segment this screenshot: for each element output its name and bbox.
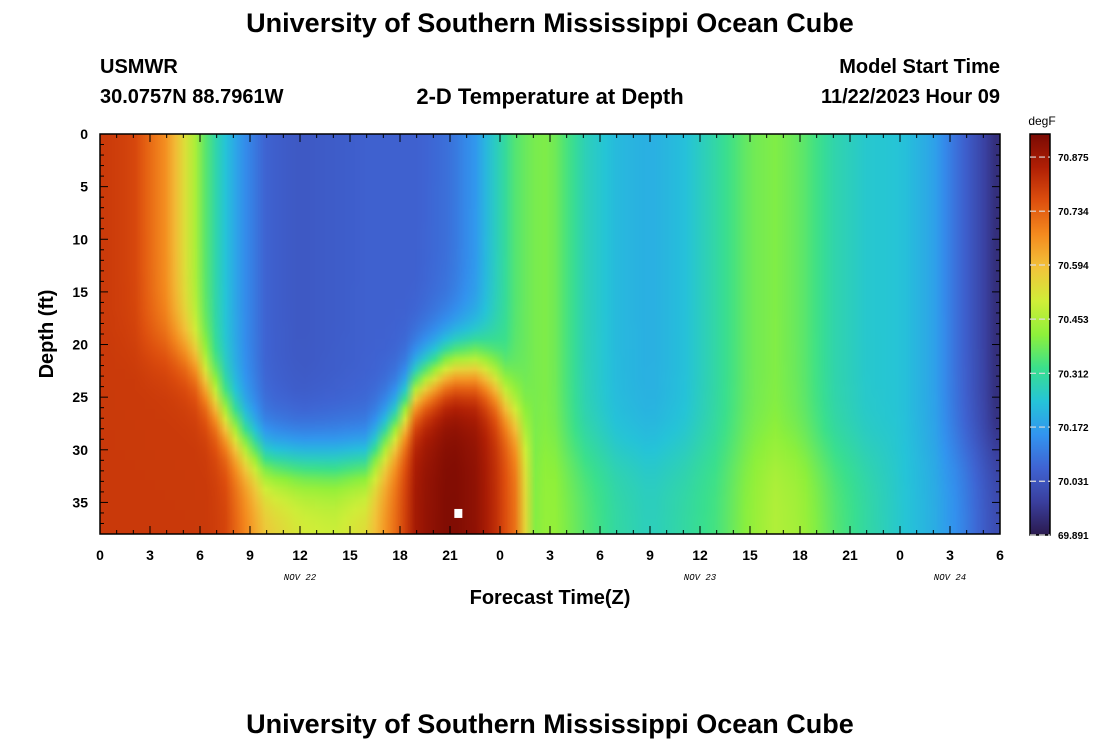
colorbar-unit: degF [1028, 114, 1055, 128]
y-tick-label: 25 [72, 389, 88, 405]
x-tick-label: 15 [742, 547, 758, 563]
station-name: USMWR [100, 56, 178, 78]
station-coordinates: 30.0757N 88.7961W [100, 86, 284, 108]
x-axis: 0 3 6 9 12 15 18 21 0 3 6 9 12 15 18 21 0 3 6 NOV 22 NOV 23 N… [96, 134, 1004, 583]
colorbar-level-label: 70.734 [1058, 207, 1089, 218]
x-axis-title: Forecast Time(Z) [470, 587, 631, 609]
x-tick-label: 9 [646, 547, 654, 563]
y-tick-label: 0 [80, 126, 88, 142]
colorbar-level-label: 70.312 [1058, 369, 1089, 380]
y-axis: 0 5 10 15 20 25 30 35 [72, 126, 1000, 535]
x-tick-label: 0 [496, 547, 504, 563]
page-title: University of Southern Mississippi Ocean… [246, 8, 854, 38]
x-tick-label: 6 [996, 547, 1004, 563]
y-tick-label: 5 [80, 179, 88, 195]
y-tick-label: 35 [72, 494, 88, 510]
footer-title: University of Southern Mississippi Ocean… [246, 709, 854, 739]
x-tick-label: 12 [692, 547, 708, 563]
x-tick-label: 6 [196, 547, 204, 563]
colorbar-level-label: 70.594 [1058, 261, 1089, 272]
x-tick-label: 21 [442, 547, 458, 563]
y-tick-label: 15 [72, 284, 88, 300]
temperature-heatmap [100, 134, 1000, 534]
x-tick-label: 0 [896, 547, 904, 563]
x-tick-label: 3 [946, 547, 954, 563]
y-tick-label: 30 [72, 442, 88, 458]
colorbar-level-label: 70.453 [1058, 315, 1089, 326]
x-tick-label: 0 [96, 547, 104, 563]
model-start-label: Model Start Time [839, 56, 1000, 78]
x-tick-label: 18 [792, 547, 808, 563]
colorbar-levels: 70.875 70.734 70.594 70.453 70.312 70.172 70.0… [1030, 153, 1089, 542]
marker-layer [454, 508, 463, 518]
x-tick-label: 18 [392, 547, 408, 563]
date-label: NOV 23 [684, 573, 717, 583]
x-tick-label: 6 [596, 547, 604, 563]
y-axis-title: Depth (ft) [36, 290, 58, 379]
x-tick-label: 15 [342, 547, 358, 563]
plot-title: 2-D Temperature at Depth [416, 84, 684, 109]
x-tick-label: 9 [246, 547, 254, 563]
x-tick-label: 3 [146, 547, 154, 563]
y-tick-label: 10 [72, 231, 88, 247]
colorbar [1029, 133, 1051, 536]
date-label: NOV 22 [284, 573, 317, 583]
y-tick-label: 20 [72, 337, 88, 353]
chart: 0 3 6 9 12 15 18 21 0 3 6 9 12 15 18 21 0 3 6 NOV 22 NOV 23 N… [36, 114, 1089, 609]
x-tick-label: 3 [546, 547, 554, 563]
model-start-time: 11/22/2023 Hour 09 [820, 86, 1000, 108]
colorbar-level-label: 70.172 [1058, 423, 1089, 434]
colorbar-level-label: 70.875 [1058, 153, 1089, 164]
location-marker [454, 508, 463, 518]
x-tick-label: 12 [292, 547, 308, 563]
x-tick-label: 21 [842, 547, 858, 563]
date-label: NOV 24 [934, 573, 966, 583]
colorbar-level-label: 70.031 [1058, 477, 1089, 488]
colorbar-level-label: 69.891 [1058, 531, 1089, 542]
